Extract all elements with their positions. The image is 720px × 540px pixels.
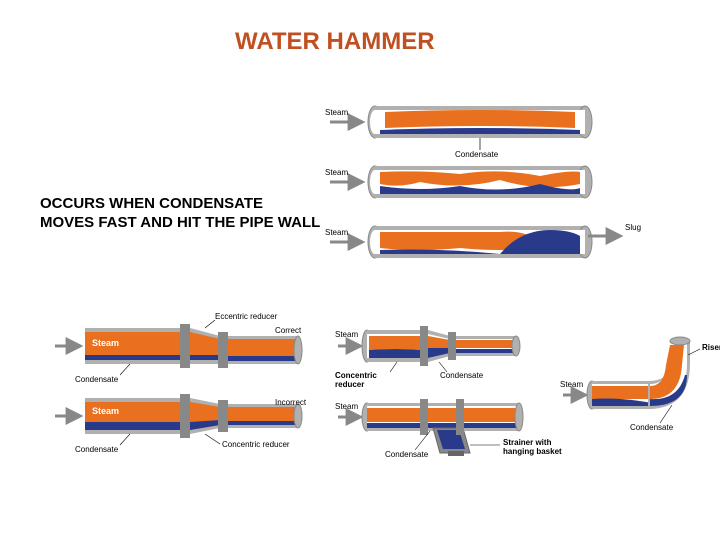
stage3-slug-label: Slug bbox=[625, 223, 641, 232]
condensate-label-left2: Condensate bbox=[75, 445, 118, 454]
stage2-diagram bbox=[320, 160, 620, 215]
middle-condensate-label1: Condensate bbox=[440, 371, 483, 380]
riser-condensate-label: Condensate bbox=[630, 423, 673, 432]
subtitle: OCCURS WHEN CONDENSATE MOVES FAST AND HI… bbox=[40, 195, 320, 233]
concentric-reducer-label-left: Concentric reducer bbox=[222, 440, 290, 449]
subtitle-line1: OCCURS WHEN CONDENSATE bbox=[40, 195, 263, 212]
steam-label-left2: Steam bbox=[92, 406, 119, 416]
page-title: WATER HAMMER bbox=[235, 28, 435, 56]
middle-steam-label2: Steam bbox=[335, 402, 358, 411]
riser-diagram bbox=[560, 335, 710, 455]
stage3-steam-label: Steam bbox=[325, 228, 348, 237]
middle-concentric-label1: Concentric bbox=[335, 371, 377, 380]
stage2-steam-label: Steam bbox=[325, 168, 348, 177]
riser-label: Riser bbox=[702, 343, 720, 352]
strainer-diagram bbox=[335, 395, 555, 475]
stage1-condensate-label: Condensate bbox=[455, 150, 498, 159]
condensate-label-left1: Condensate bbox=[75, 375, 118, 384]
strainer-label1: Strainer with bbox=[503, 438, 551, 447]
strainer-label2: hanging basket bbox=[503, 447, 562, 456]
stage1-diagram bbox=[320, 100, 620, 155]
middle-steam-label1: Steam bbox=[335, 330, 358, 339]
stage3-diagram bbox=[320, 220, 640, 275]
middle-condensate-label2: Condensate bbox=[385, 450, 428, 459]
steam-label-left1: Steam bbox=[92, 338, 119, 348]
riser-steam-label: Steam bbox=[560, 380, 583, 389]
eccentric-reducer-label: Eccentric reducer bbox=[215, 312, 277, 321]
correct-label: Correct bbox=[275, 326, 301, 335]
incorrect-label: Incorrect bbox=[275, 398, 306, 407]
subtitle-line2: MOVES FAST AND HIT THE PIPE WALL bbox=[40, 214, 320, 231]
stage1-steam-label: Steam bbox=[325, 108, 348, 117]
middle-concentric-label2: reducer bbox=[335, 380, 364, 389]
eccentric-reducer-diagram bbox=[50, 320, 310, 380]
